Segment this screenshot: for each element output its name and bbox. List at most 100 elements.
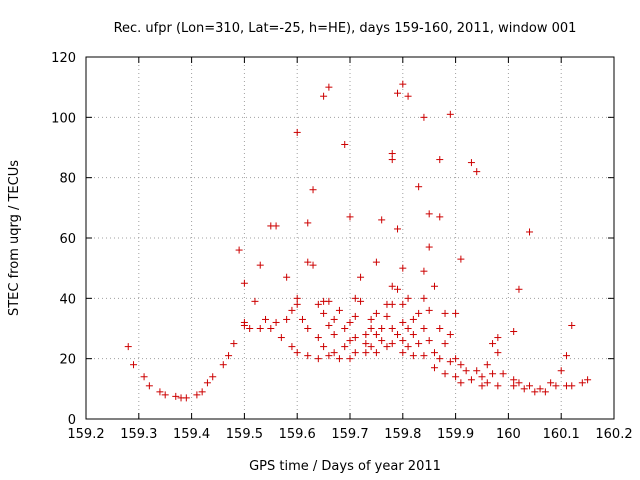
data-point — [457, 379, 465, 387]
data-point — [367, 325, 375, 332]
data-point — [246, 325, 254, 332]
data-point — [547, 379, 555, 387]
data-point — [446, 110, 454, 118]
data-point — [430, 364, 438, 372]
data-point — [436, 156, 444, 164]
data-point — [388, 156, 396, 164]
y-tick-label: 120 — [51, 51, 76, 66]
data-point — [288, 306, 296, 314]
x-tick-label: 160.2 — [595, 427, 632, 442]
data-point — [124, 343, 132, 351]
data-point — [578, 379, 586, 387]
data-point — [494, 382, 502, 390]
data-point — [293, 300, 301, 308]
data-point — [536, 385, 544, 393]
x-tick-label: 159.8 — [384, 427, 421, 442]
y-tick-label: 100 — [51, 111, 76, 126]
data-point — [552, 382, 560, 390]
data-point — [209, 373, 217, 381]
data-point — [388, 150, 396, 158]
data-points — [124, 80, 592, 402]
data-point — [320, 309, 328, 317]
data-point — [425, 210, 433, 218]
data-point — [478, 382, 486, 390]
x-tick-label: 159.6 — [279, 427, 316, 442]
data-point — [420, 267, 428, 275]
data-point — [404, 92, 412, 100]
data-point — [478, 373, 486, 381]
data-point — [441, 309, 449, 317]
data-point — [357, 273, 365, 281]
data-point — [341, 140, 349, 148]
data-point — [446, 331, 454, 339]
data-point — [467, 159, 475, 167]
data-point — [251, 297, 259, 305]
data-point — [388, 300, 396, 308]
data-point — [446, 358, 454, 366]
data-point — [568, 382, 576, 390]
data-point — [256, 325, 264, 332]
y-tick-label: 60 — [59, 232, 76, 247]
data-point — [330, 349, 338, 357]
data-point — [499, 370, 507, 378]
data-point — [362, 340, 370, 348]
x-tick-label: 159.5 — [226, 427, 263, 442]
data-point — [494, 334, 502, 342]
data-point — [346, 337, 354, 345]
data-point — [156, 388, 164, 396]
y-axis-title: STEC from uqrg / TECUs — [7, 160, 22, 316]
data-point — [473, 367, 481, 375]
data-point — [372, 309, 380, 317]
data-point — [325, 83, 333, 91]
data-point — [262, 315, 270, 323]
data-point — [452, 373, 460, 381]
data-point — [277, 334, 285, 342]
data-point — [510, 328, 518, 336]
data-point — [362, 331, 370, 339]
data-point — [230, 340, 238, 348]
data-point — [298, 315, 306, 323]
data-point — [309, 261, 317, 269]
data-point — [225, 352, 233, 360]
data-point — [420, 325, 428, 332]
data-point — [272, 318, 280, 326]
data-point — [288, 343, 296, 351]
data-point — [372, 331, 380, 339]
data-point — [219, 361, 227, 369]
data-point — [293, 349, 301, 357]
data-point — [415, 183, 423, 191]
data-point — [314, 355, 322, 363]
data-point — [415, 309, 423, 317]
data-point — [425, 337, 433, 345]
data-point — [130, 361, 138, 369]
data-point — [330, 315, 338, 323]
data-point — [568, 321, 576, 329]
data-point — [526, 382, 534, 390]
data-point — [383, 343, 391, 351]
data-point — [346, 355, 354, 363]
data-point — [357, 297, 365, 305]
data-point — [436, 355, 444, 363]
data-point — [304, 258, 312, 266]
data-point — [394, 285, 402, 293]
data-point — [425, 243, 433, 251]
data-point — [436, 213, 444, 221]
data-point — [409, 315, 417, 323]
data-point — [346, 213, 354, 221]
data-point — [420, 113, 428, 121]
data-point — [161, 391, 169, 399]
data-point — [489, 370, 497, 378]
data-point — [452, 309, 460, 317]
data-point — [425, 306, 433, 314]
data-point — [404, 343, 412, 351]
data-point — [394, 89, 402, 97]
data-point — [415, 340, 423, 348]
data-point — [325, 352, 333, 360]
x-tick-label: 160 — [496, 427, 521, 442]
data-point — [378, 337, 386, 345]
data-point — [541, 388, 549, 396]
data-point — [283, 273, 291, 281]
data-point — [388, 340, 396, 348]
data-point — [557, 367, 565, 375]
data-point — [140, 373, 148, 381]
